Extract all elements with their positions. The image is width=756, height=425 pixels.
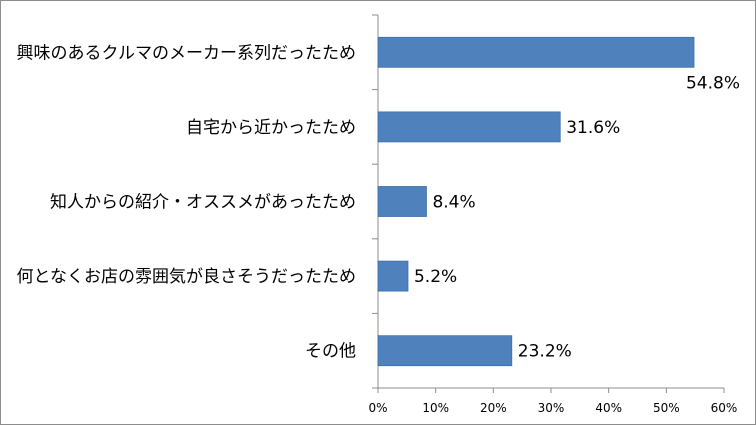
bar — [377, 36, 695, 68]
value-label: 8.4% — [432, 193, 475, 213]
value-label: 23.2% — [518, 342, 572, 362]
x-tick-label: 20% — [480, 401, 507, 415]
bars — [377, 36, 695, 367]
value-label: 54.8% — [686, 73, 740, 93]
bar — [377, 260, 409, 292]
bar — [377, 186, 427, 217]
category-label: その他 — [305, 342, 356, 362]
bar — [377, 111, 561, 143]
bar — [377, 335, 513, 367]
x-tick-label: 50% — [653, 401, 680, 415]
x-tick-label: 0% — [368, 401, 387, 415]
x-tick-label: 60% — [711, 401, 738, 415]
value-label: 5.2% — [414, 267, 457, 287]
x-tick-label: 30% — [538, 401, 565, 415]
x-tick-label: 10% — [422, 401, 449, 415]
value-label: 31.6% — [566, 118, 620, 138]
category-labels: 興味のあるクルマのメーカー系列だったため自宅から近かったため知人からの紹介・オス… — [17, 43, 357, 361]
x-tick-labels: 0% 10% 20% 30% 40% 50% 60% — [368, 401, 737, 415]
category-label: 知人からの紹介・オススメがあったため — [50, 193, 356, 213]
category-label: 自宅から近かったため — [186, 118, 356, 138]
value-labels: 54.8% 31.6% 8.4% 5.2% 23.2% — [414, 73, 740, 361]
x-tick-label: 40% — [595, 401, 622, 415]
category-label: 何となくお店の雰囲気が良さそうだったため — [17, 267, 357, 287]
category-label: 興味のあるクルマのメーカー系列だったため — [17, 43, 357, 63]
